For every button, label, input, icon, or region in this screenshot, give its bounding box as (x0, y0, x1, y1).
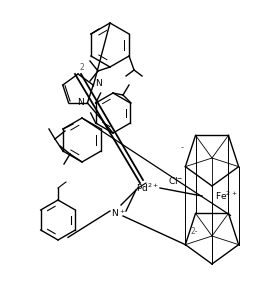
Text: N$^+$: N$^+$ (111, 207, 125, 219)
Text: Cl$^{-}$: Cl$^{-}$ (168, 175, 183, 185)
Text: N: N (95, 79, 102, 88)
Text: N: N (77, 98, 83, 107)
Text: 2-: 2- (190, 226, 198, 236)
Text: Fe$^{2+}$: Fe$^{2+}$ (215, 190, 238, 202)
Text: -: - (181, 143, 183, 153)
Text: Pd$^{2+}$: Pd$^{2+}$ (136, 182, 160, 194)
Text: 2: 2 (80, 63, 85, 72)
